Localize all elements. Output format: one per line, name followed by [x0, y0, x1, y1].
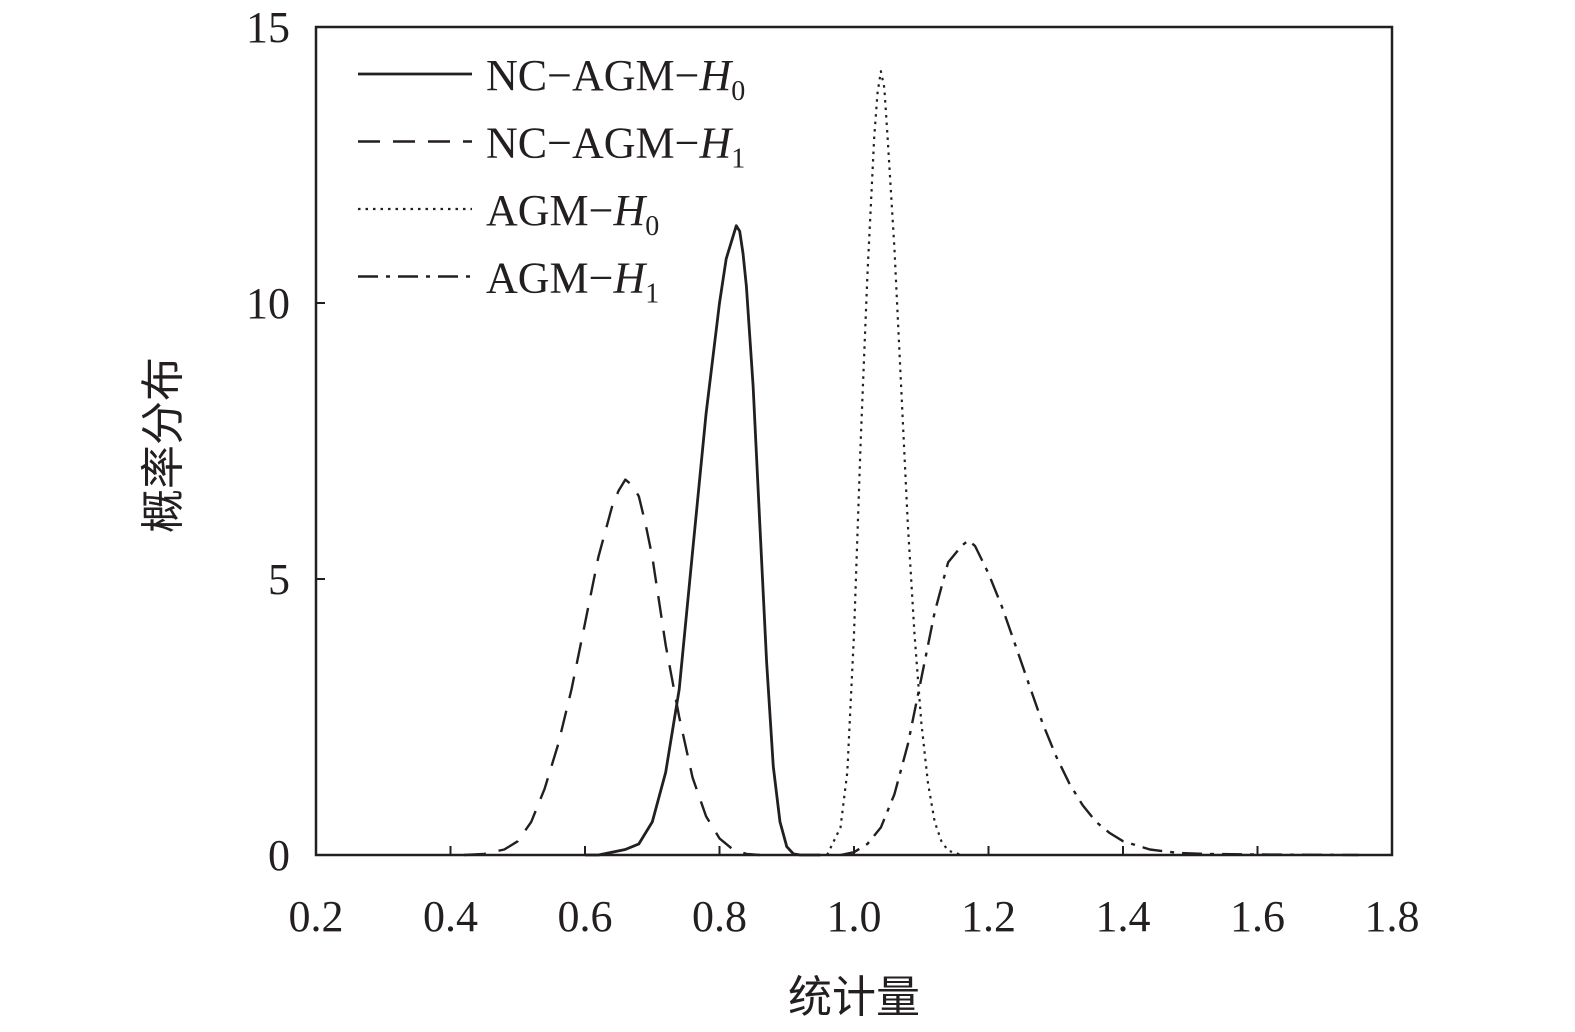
- y-tick-label: 0: [268, 831, 290, 880]
- x-tick-label: 0.4: [423, 892, 478, 941]
- y-tick-label: 15: [246, 3, 290, 52]
- series-line-3: [826, 70, 962, 857]
- legend-label-3: AGM−H0: [486, 186, 659, 242]
- series-line-2: [463, 478, 760, 857]
- legend-label-base: AGM−: [486, 186, 614, 235]
- legend-label-1: NC−AGM−H0: [486, 51, 745, 107]
- legend-label-variable: H: [613, 186, 648, 235]
- plot-area: [314, 25, 1394, 857]
- legend-label-subscript: 0: [645, 211, 659, 242]
- legend-label-4: AGM−H1: [486, 254, 659, 310]
- x-tick-label: 1.8: [1365, 892, 1420, 941]
- y-axis-title: 概率分布: [139, 357, 188, 533]
- legend-label-base: NC−AGM−: [486, 119, 699, 168]
- x-axis-title: 统计量: [788, 973, 920, 1022]
- series-line-4: [840, 539, 1359, 857]
- legend-label-subscript: 0: [731, 76, 745, 107]
- y-tick-label: 10: [246, 279, 290, 328]
- legend-label-subscript: 1: [731, 144, 745, 175]
- series-lines: [463, 70, 1359, 857]
- x-tick-label: 1.2: [961, 892, 1016, 941]
- legend-label-variable: H: [698, 119, 733, 168]
- x-tick-label: 0.6: [558, 892, 613, 941]
- x-tick-label: 0.8: [692, 892, 747, 941]
- series-line-1: [585, 224, 821, 857]
- x-tick-label: 1.0: [827, 892, 882, 941]
- legend-label-2: NC−AGM−H1: [486, 119, 745, 175]
- plot-frame: [314, 25, 1394, 857]
- legend-label-variable: H: [698, 51, 733, 100]
- y-tick-label: 5: [268, 555, 290, 604]
- legend-label-base: NC−AGM−: [486, 51, 699, 100]
- x-tick-label: 1.4: [1096, 892, 1151, 941]
- legend-label-base: AGM−: [486, 254, 614, 303]
- x-tick-label: 1.6: [1230, 892, 1285, 941]
- x-tick-label: 0.2: [289, 892, 344, 941]
- legend-label-variable: H: [613, 254, 648, 303]
- legend-label-subscript: 1: [645, 279, 659, 310]
